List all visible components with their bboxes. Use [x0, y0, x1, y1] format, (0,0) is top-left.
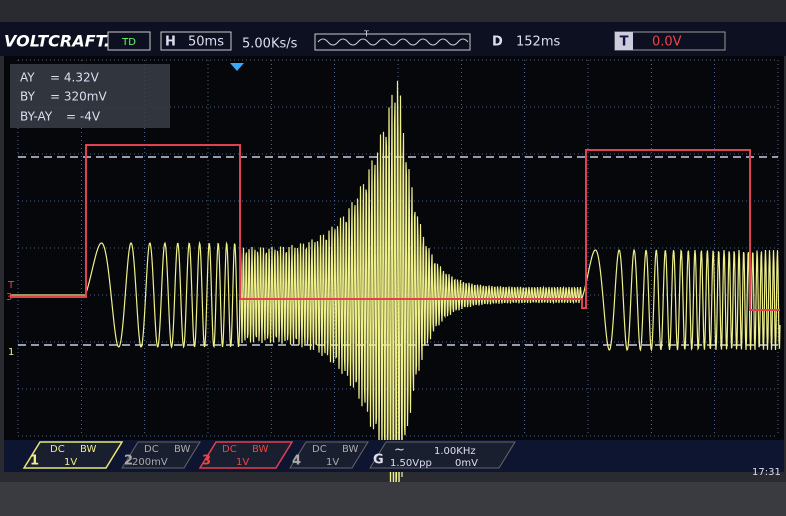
cursor-value: = 320mV [50, 90, 107, 104]
generator-offset: 0mV [455, 458, 478, 469]
channel-coupling: DC [50, 444, 65, 455]
timebase: 50ms [188, 35, 224, 50]
ch1-marker: 1 [8, 347, 14, 358]
mode: TD [121, 37, 136, 48]
bezel-bottom [0, 482, 786, 516]
delay: 152ms [516, 35, 560, 50]
channel-coupling: DC [144, 444, 159, 455]
t-label: T [620, 35, 629, 50]
generator-label: G [373, 453, 384, 468]
h-label: H [165, 35, 176, 50]
channel-scale: 1V [64, 457, 77, 468]
cursor-label: AY [20, 71, 35, 85]
channel-number: 3 [202, 454, 211, 469]
channel-coupling: DC [222, 444, 237, 455]
channel-number: 4 [292, 454, 301, 469]
clock: 17:31 [752, 467, 781, 478]
trigger-marker: T [363, 30, 369, 39]
channel-bandwidth: BW [174, 444, 191, 455]
trigger-level-marker: T [7, 280, 15, 291]
generator-amplitude: 1.50Vpp [390, 458, 432, 469]
channel-scale: 200mV [132, 457, 168, 468]
channel-scale: 1V [326, 457, 339, 468]
sample-rate: 5.00Ks/s [242, 37, 298, 52]
channel-scale: 1V [236, 457, 249, 468]
cursor-value: = 4.32V [50, 71, 100, 85]
generator-wave: ~ [394, 443, 405, 458]
generator-frequency: 1.00KHz [434, 446, 476, 457]
channel-bandwidth: BW [252, 444, 269, 455]
brand: VOLTCRAFT. [4, 32, 110, 51]
channel-bandwidth: BW [342, 444, 359, 455]
cursor-label: BY [20, 90, 36, 104]
ch3-marker: 3 [6, 292, 12, 303]
trigger-level: 0.0V [652, 35, 682, 50]
d-label: D [492, 35, 503, 50]
channel-number: 1 [30, 454, 39, 469]
channel-bandwidth: BW [80, 444, 97, 455]
cursor-label: BY-AY [20, 110, 53, 124]
oscilloscope-screen: VOLTCRAFT. TD H 50ms 5.00Ks/s T D 152ms … [0, 0, 786, 516]
channel-coupling: DC [312, 444, 327, 455]
cursor-value: = -4V [66, 110, 101, 124]
